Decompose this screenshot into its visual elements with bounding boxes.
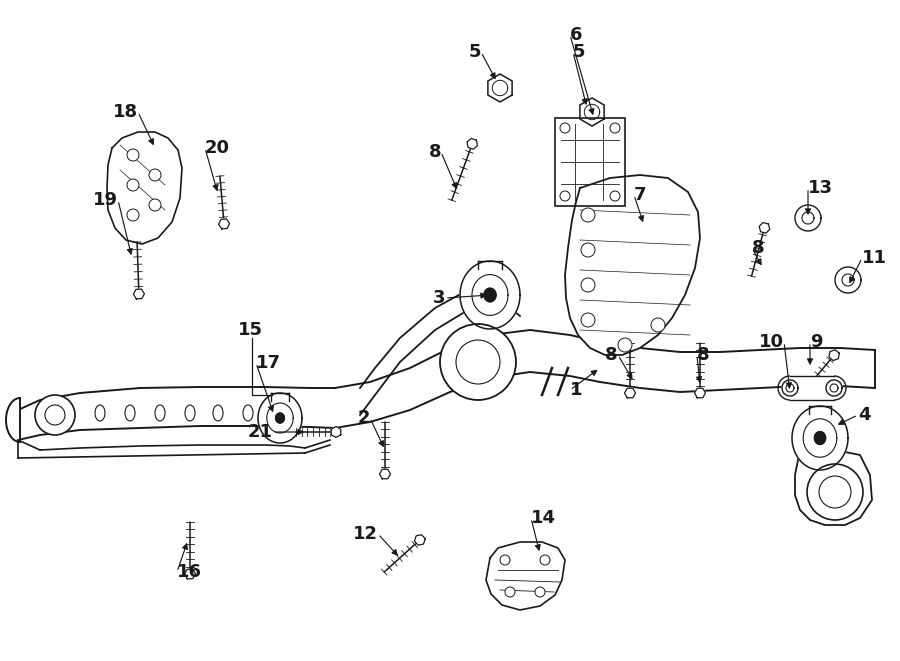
Text: 8: 8 bbox=[697, 346, 709, 364]
Circle shape bbox=[149, 199, 161, 211]
Text: 15: 15 bbox=[238, 321, 263, 339]
Polygon shape bbox=[782, 380, 798, 396]
Polygon shape bbox=[380, 469, 391, 479]
Text: 13: 13 bbox=[808, 179, 833, 197]
Polygon shape bbox=[580, 98, 604, 126]
Text: 3: 3 bbox=[433, 289, 445, 307]
Ellipse shape bbox=[155, 405, 165, 421]
Polygon shape bbox=[486, 542, 565, 610]
Polygon shape bbox=[258, 393, 302, 443]
Ellipse shape bbox=[213, 405, 223, 421]
Polygon shape bbox=[555, 118, 625, 206]
Text: 6: 6 bbox=[570, 26, 582, 44]
Polygon shape bbox=[184, 569, 195, 579]
Polygon shape bbox=[219, 219, 230, 229]
Text: 10: 10 bbox=[759, 333, 784, 351]
Text: 20: 20 bbox=[205, 139, 230, 157]
Ellipse shape bbox=[95, 405, 105, 421]
Circle shape bbox=[581, 313, 595, 327]
Polygon shape bbox=[488, 74, 512, 102]
Polygon shape bbox=[695, 388, 706, 398]
Circle shape bbox=[440, 324, 516, 400]
Circle shape bbox=[560, 191, 570, 201]
Circle shape bbox=[651, 318, 665, 332]
Polygon shape bbox=[415, 535, 425, 545]
Circle shape bbox=[35, 395, 75, 435]
Text: 18: 18 bbox=[112, 103, 138, 121]
Polygon shape bbox=[814, 432, 825, 444]
Circle shape bbox=[581, 243, 595, 257]
Polygon shape bbox=[460, 261, 520, 329]
Text: 5: 5 bbox=[469, 43, 481, 61]
Text: 5: 5 bbox=[573, 43, 586, 61]
Circle shape bbox=[581, 208, 595, 222]
Polygon shape bbox=[275, 413, 284, 423]
Text: 8: 8 bbox=[752, 239, 765, 257]
Polygon shape bbox=[760, 223, 770, 233]
Polygon shape bbox=[835, 267, 861, 293]
Circle shape bbox=[505, 587, 515, 597]
Circle shape bbox=[149, 169, 161, 181]
Text: 8: 8 bbox=[428, 143, 441, 161]
Circle shape bbox=[127, 149, 139, 161]
Text: 11: 11 bbox=[862, 249, 887, 267]
Ellipse shape bbox=[125, 405, 135, 421]
Text: 7: 7 bbox=[634, 186, 646, 204]
Polygon shape bbox=[565, 175, 700, 355]
Text: 12: 12 bbox=[353, 525, 378, 543]
Circle shape bbox=[610, 123, 620, 133]
Text: 17: 17 bbox=[256, 354, 281, 372]
Polygon shape bbox=[484, 288, 496, 302]
Polygon shape bbox=[6, 398, 20, 442]
Circle shape bbox=[456, 340, 500, 384]
Circle shape bbox=[618, 338, 632, 352]
Text: 4: 4 bbox=[858, 406, 870, 424]
Polygon shape bbox=[795, 205, 821, 231]
Circle shape bbox=[127, 179, 139, 191]
Circle shape bbox=[45, 405, 65, 425]
Circle shape bbox=[581, 278, 595, 292]
Circle shape bbox=[500, 555, 510, 565]
Text: 14: 14 bbox=[531, 509, 556, 527]
Circle shape bbox=[127, 209, 139, 221]
Text: 9: 9 bbox=[810, 333, 823, 351]
Circle shape bbox=[807, 464, 863, 520]
Polygon shape bbox=[792, 406, 848, 470]
Circle shape bbox=[610, 191, 620, 201]
Polygon shape bbox=[829, 350, 840, 360]
Text: 1: 1 bbox=[570, 381, 582, 399]
Text: 19: 19 bbox=[93, 191, 118, 209]
Circle shape bbox=[540, 555, 550, 565]
Polygon shape bbox=[795, 445, 872, 525]
Polygon shape bbox=[625, 388, 635, 398]
Text: 16: 16 bbox=[177, 563, 202, 581]
Ellipse shape bbox=[185, 405, 195, 421]
Polygon shape bbox=[790, 376, 834, 400]
Polygon shape bbox=[133, 289, 144, 299]
Bar bbox=[555, 118, 625, 206]
Circle shape bbox=[535, 587, 545, 597]
Text: 8: 8 bbox=[606, 346, 618, 364]
Polygon shape bbox=[107, 132, 182, 244]
Text: 2: 2 bbox=[357, 409, 370, 427]
Circle shape bbox=[819, 476, 851, 508]
Ellipse shape bbox=[243, 405, 253, 421]
Polygon shape bbox=[331, 426, 341, 438]
Text: 21: 21 bbox=[248, 423, 273, 441]
Polygon shape bbox=[467, 138, 477, 149]
Polygon shape bbox=[826, 380, 842, 396]
Circle shape bbox=[560, 123, 570, 133]
